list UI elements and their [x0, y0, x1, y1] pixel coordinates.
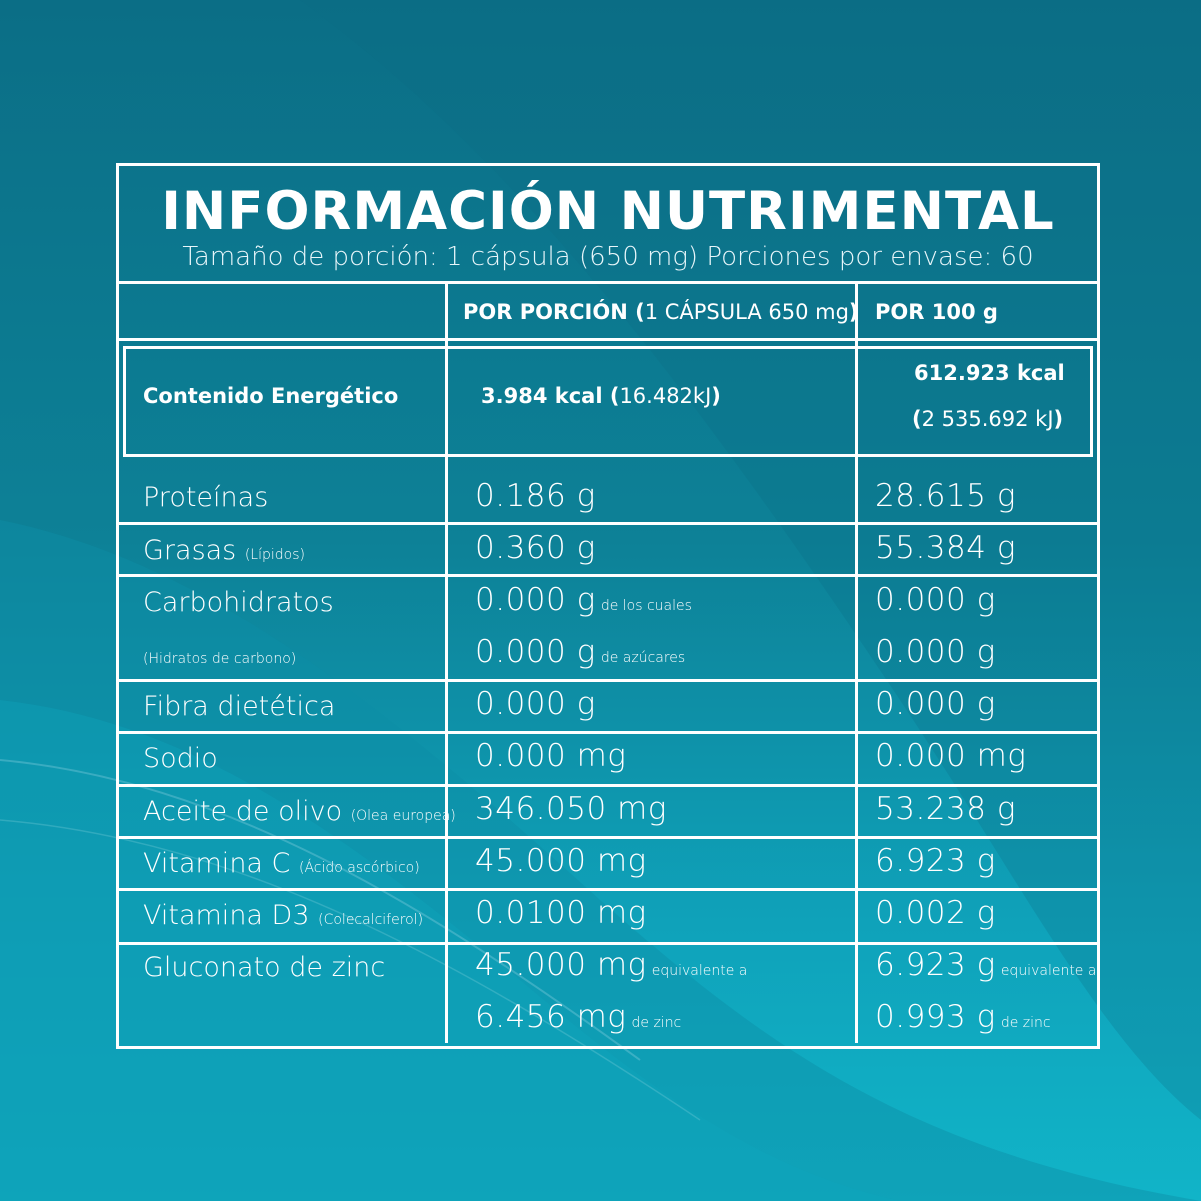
value-per-100g: 28.615 g: [875, 478, 1016, 514]
page-title: INFORMACIÓN NUTRIMENTAL: [161, 181, 1055, 242]
column-divider: [445, 281, 448, 1043]
value-per-portion: 0.360 g: [475, 530, 596, 566]
divider: [119, 522, 1097, 525]
row-label-carbs: Carbohidratos: [143, 587, 334, 618]
value-per-100g: 0.000 g: [875, 582, 996, 618]
zinc-value-100g: 0.993 g: [875, 999, 996, 1035]
energy-open: (: [912, 407, 922, 431]
value-per-portion: 346.050 mg: [475, 791, 667, 827]
vitamin-d3-label: Vitamina D3: [143, 900, 310, 931]
zinc-note: de zinc: [631, 1015, 682, 1031]
energy-value: 3.984 kcal (: [481, 384, 620, 408]
value-per-100g: 0.002 g: [875, 895, 996, 931]
zinc-gluconate-100g: 6.923 g: [875, 947, 996, 983]
value-per-100g: 0.000 g: [875, 686, 996, 722]
fats-label: Grasas: [143, 535, 237, 566]
column-header-per-100g: POR 100 g: [875, 300, 998, 324]
value-per-100g: 6.923 g equivalente a: [875, 947, 1096, 983]
value-per-100g-zinc: 0.993 g de zinc: [875, 999, 1051, 1035]
row-label-vitamin-d3: Vitamina D3 (Colecalciferol): [143, 900, 423, 931]
header-close: ): [848, 300, 859, 324]
value-per-portion: 45.000 mg: [475, 843, 647, 879]
divider: [119, 784, 1097, 787]
table-header: INFORMACIÓN NUTRIMENTAL Tamaño de porció…: [119, 166, 1097, 282]
row-label-vitamin-c: Vitamina C (Ácido ascórbico): [143, 848, 420, 879]
zinc-equivalent-note: equivalente a: [651, 963, 748, 979]
carbs-note: (Hidratos de carbono): [143, 651, 297, 667]
value-per-portion: 45.000 mg equivalente a: [475, 947, 747, 983]
zinc-equivalent-note-100g: equivalente a: [1000, 963, 1097, 979]
serving-size-subtitle: Tamaño de porción: 1 cápsula (650 mg) Po…: [182, 242, 1034, 272]
value-per-portion-sugars: 0.000 g de azúcares: [475, 634, 685, 670]
vitamin-c-note: (Ácido ascórbico): [299, 860, 420, 876]
row-label-olive-oil: Aceite de olivo (Olea europea): [143, 796, 456, 827]
carbs-value: 0.000 g: [475, 582, 596, 618]
value-per-100g: 53.238 g: [875, 791, 1016, 827]
value-per-100g: 0.000 mg: [875, 738, 1027, 774]
row-label-zinc-gluconate: Gluconato de zinc: [143, 952, 386, 983]
value-per-portion: 0.000 g de los cuales: [475, 582, 692, 618]
row-label-sodium: Sodio: [143, 743, 218, 774]
divider: [119, 731, 1097, 734]
divider: [119, 574, 1097, 577]
value-per-portion: 0.000 mg: [475, 738, 627, 774]
row-label-fiber: Fibra dietética: [143, 691, 336, 722]
energy-per-portion: 3.984 kcal (16.482kJ): [481, 384, 721, 408]
olive-oil-note: (Olea europea): [350, 808, 456, 824]
energy-row: [123, 346, 1093, 457]
divider: [119, 942, 1097, 945]
column-header-per-portion: POR PORCIÓN (1 CÁPSULA 650 mg): [463, 300, 859, 324]
row-label-fats: Grasas (Lípidos): [143, 535, 305, 566]
divider: [119, 679, 1097, 682]
value-per-portion: 0.186 g: [475, 478, 596, 514]
energy-close: ): [1053, 407, 1064, 431]
energy-kj-100g: 2 535.692 kJ: [921, 407, 1054, 431]
column-divider: [855, 281, 858, 1043]
energy-per-100g-kj: (2 535.692 kJ): [912, 407, 1063, 431]
olive-oil-label: Aceite de olivo: [143, 796, 343, 827]
value-per-portion-zinc: 6.456 mg de zinc: [475, 999, 681, 1035]
sugars-note: de azúcares: [600, 650, 686, 666]
zinc-gluconate-value: 45.000 mg: [475, 947, 647, 983]
fats-note: (Lípidos): [244, 547, 305, 563]
vitamin-d3-note: (Colecalciferol): [318, 912, 424, 928]
energy-close: ): [711, 384, 721, 408]
value-per-100g-sugars: 0.000 g: [875, 634, 996, 670]
value-per-100g: 6.923 g: [875, 843, 996, 879]
divider: [119, 338, 1097, 341]
value-per-100g: 55.384 g: [875, 530, 1016, 566]
divider: [119, 281, 1097, 284]
row-label-proteins: Proteínas: [143, 482, 269, 513]
zinc-note-100g: de zinc: [1000, 1015, 1051, 1031]
sugars-value: 0.000 g: [475, 634, 596, 670]
divider: [119, 836, 1097, 839]
nutrition-table: INFORMACIÓN NUTRIMENTAL Tamaño de porció…: [116, 163, 1100, 1049]
value-per-portion: 0.0100 mg: [475, 895, 647, 931]
carbs-value-note: de los cuales: [600, 598, 692, 614]
vitamin-c-label: Vitamina C: [143, 848, 291, 879]
value-per-portion: 0.000 g: [475, 686, 596, 722]
energy-per-100g-kcal: 612.923 kcal: [914, 361, 1065, 385]
divider: [119, 888, 1097, 891]
zinc-value: 6.456 mg: [475, 999, 627, 1035]
header-light: 1 CÁPSULA 650 mg: [644, 300, 849, 324]
energy-label: Contenido Energético: [143, 384, 399, 408]
energy-kj: 16.482kJ: [619, 384, 712, 408]
header-bold: POR PORCIÓN (: [463, 300, 645, 324]
